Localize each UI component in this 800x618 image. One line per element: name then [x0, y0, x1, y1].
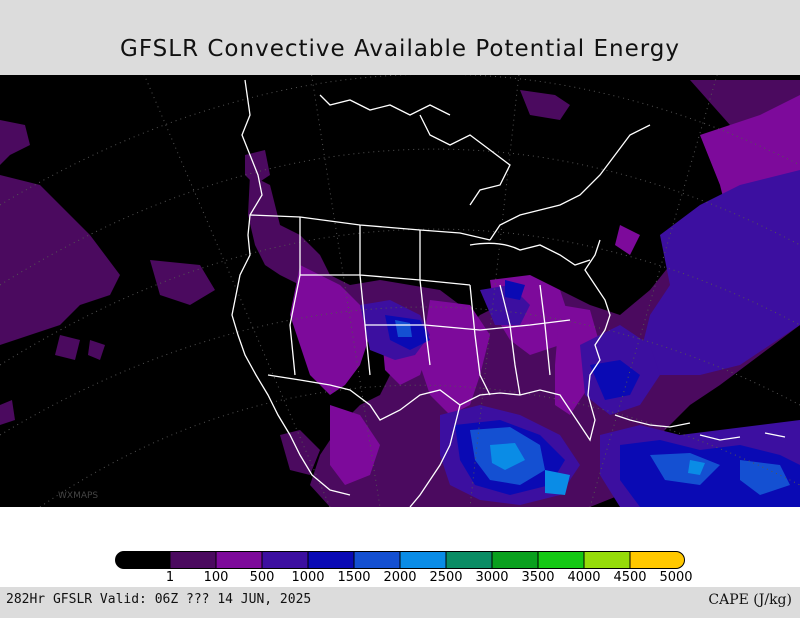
land-outlines	[231, 79, 786, 507]
map-svg: WXMAPS	[0, 75, 800, 507]
hudson-bay	[419, 114, 511, 206]
cape-region-high-plains	[290, 265, 370, 395]
arctic-islands	[319, 94, 451, 116]
cape-region-nw-pacific	[0, 120, 30, 165]
caribbean-islands	[614, 414, 786, 441]
colorbar-tick-label: 4000	[567, 570, 601, 585]
watermark: WXMAPS	[58, 491, 98, 501]
colorbar-tick-label: 4500	[613, 570, 647, 585]
cape-region-pacific-blob	[150, 260, 215, 305]
colorbar-segment	[537, 551, 585, 569]
colorbar-segment	[215, 551, 263, 569]
colorbar-segment	[399, 551, 447, 569]
cape-peak-regions	[490, 443, 705, 495]
mexico-gulf-coast	[409, 404, 461, 507]
colorbar-segment	[629, 551, 685, 569]
cape-region-rockies	[248, 175, 470, 350]
colorbar-tick-label: 2000	[383, 570, 417, 585]
colorbar-tick-label: 100	[203, 570, 229, 585]
state-borders	[289, 217, 571, 396]
legend-area	[0, 507, 800, 587]
colorbar-tick-label: 1	[165, 570, 175, 585]
colorbar-segment	[261, 551, 309, 569]
colorbar-segment	[583, 551, 631, 569]
colorbar-tick-label: 2500	[429, 570, 463, 585]
great-lakes	[469, 242, 591, 266]
cape-map: WXMAPS	[0, 75, 800, 507]
us-mexico-border	[267, 374, 461, 421]
colorbar-segment	[491, 551, 539, 569]
footer	[0, 587, 800, 618]
colorbar-tick-label: 3500	[521, 570, 555, 585]
us-canada-border	[249, 214, 491, 241]
valid-time-label: 282Hr GFSLR Valid: 06Z ??? 14 JUN, 2025	[6, 592, 312, 607]
colorbar-segment	[445, 551, 493, 569]
colorbar-tick-label: 500	[249, 570, 275, 585]
colorbar-segment	[115, 551, 171, 569]
graticule	[0, 75, 800, 507]
colorbar-segment	[307, 551, 355, 569]
units-label: CAPE (J/kg)	[708, 592, 792, 608]
colorbar-tick-label: 1500	[337, 570, 371, 585]
colorbar-segment	[353, 551, 401, 569]
title-bar	[0, 0, 800, 75]
colorbar-tick-label: 1000	[291, 570, 325, 585]
west-coast	[231, 79, 351, 496]
chart-title: GFSLR Convective Available Potential Ene…	[120, 36, 680, 62]
colorbar-tick-label: 3000	[475, 570, 509, 585]
gulf-east-coast	[459, 239, 611, 442]
cape-region-pacific-band	[0, 175, 120, 345]
colorbar-tick-label: 5000	[659, 570, 693, 585]
colorbar	[115, 551, 685, 569]
colorbar-segment	[169, 551, 217, 569]
canada-coast	[489, 124, 651, 241]
cape-region-offshore-east	[640, 170, 800, 375]
